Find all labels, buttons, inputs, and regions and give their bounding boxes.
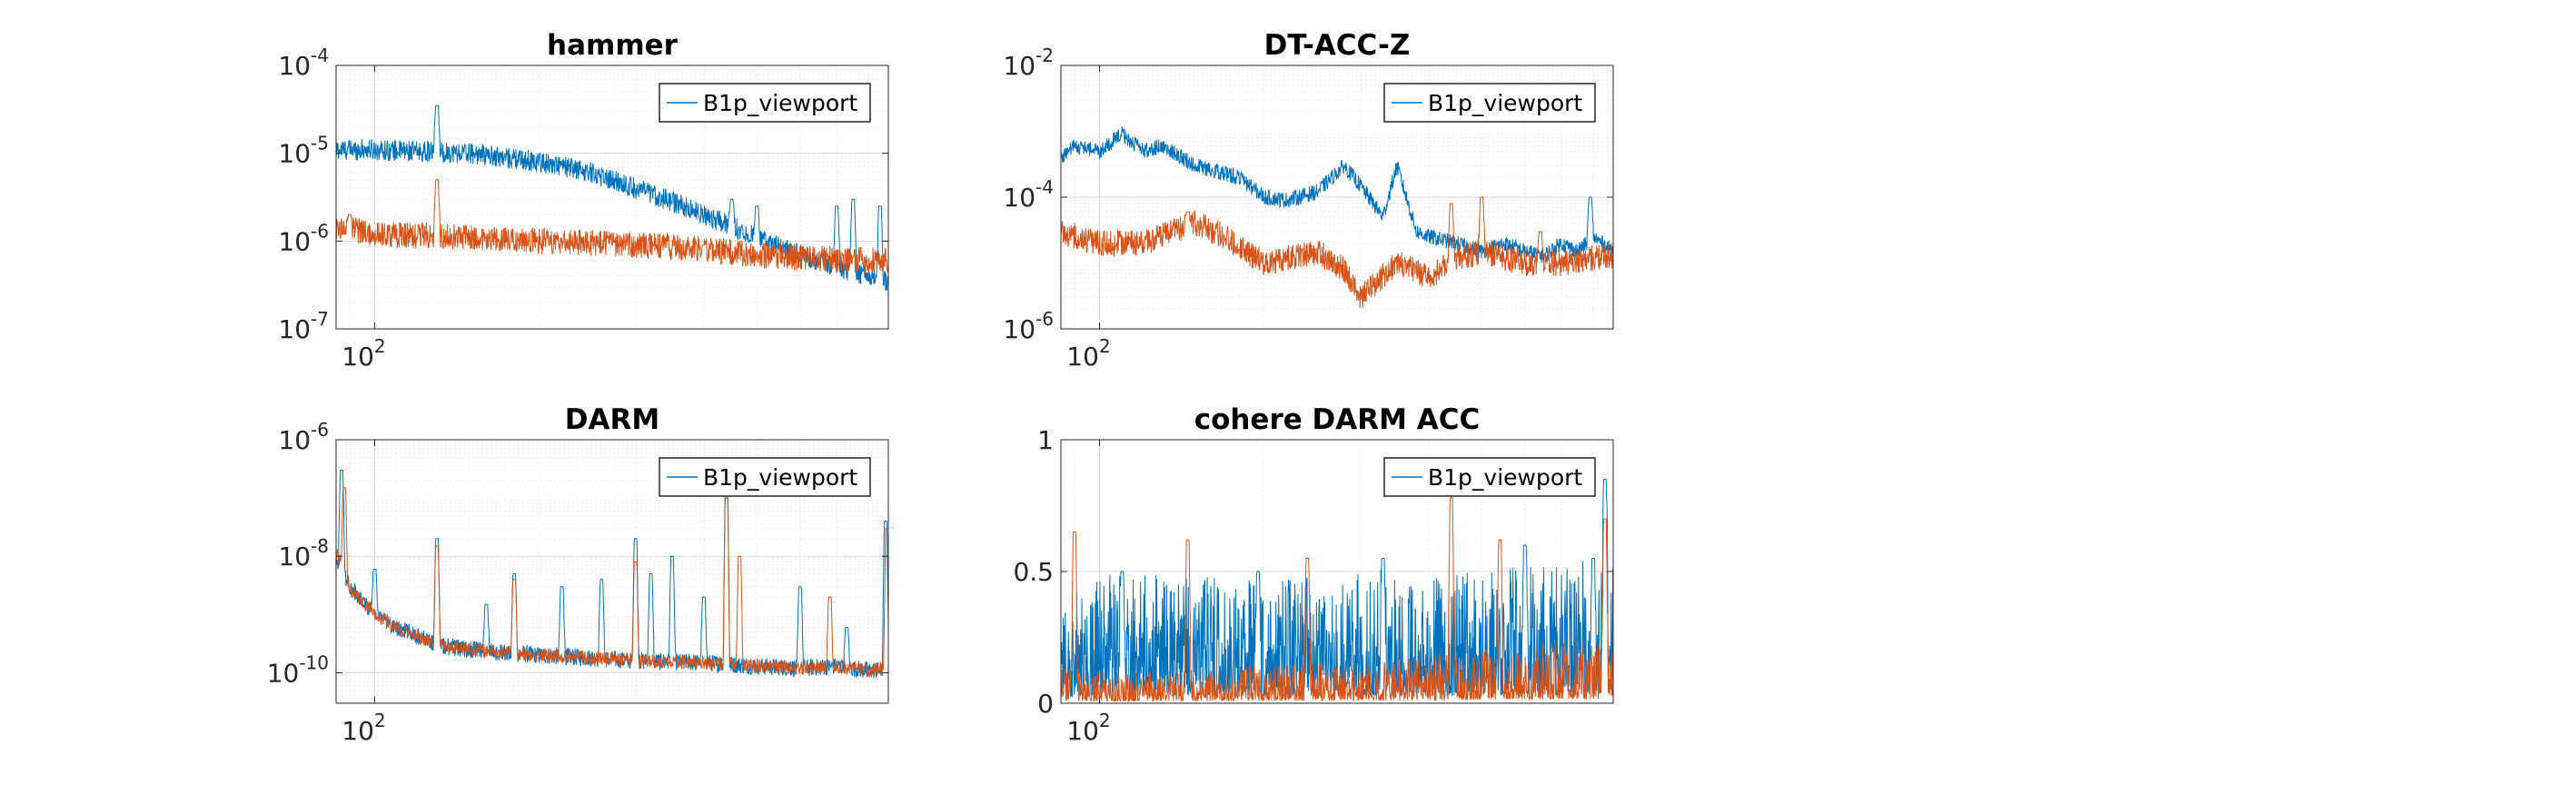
series-line-2 xyxy=(336,480,888,678)
y-tick-label: 10-2 xyxy=(1003,45,1054,81)
x-tick-label: 102 xyxy=(342,335,385,372)
y-tick-label: 10-8 xyxy=(278,535,329,571)
y-tick-label: 10-10 xyxy=(267,651,329,688)
legend-label: B1p_viewport xyxy=(1428,464,1582,491)
series-line-1 xyxy=(336,104,888,292)
x-tick-label: 102 xyxy=(1066,710,1110,746)
chart-darm: 10-10 10-8 10-6 102 DARM B1p_viewport xyxy=(267,403,889,746)
y-tick-label: 10-5 xyxy=(278,133,329,169)
y-tick-label: 0.5 xyxy=(1013,557,1054,587)
plot-area xyxy=(1061,479,1613,703)
series-line-1 xyxy=(1061,479,1613,698)
minor-grid xyxy=(336,440,888,704)
plot-area xyxy=(1061,126,1613,309)
chart-title: DARM xyxy=(565,403,659,436)
y-tick-label: 10-6 xyxy=(278,419,329,455)
legend: B1p_viewport xyxy=(1383,457,1596,497)
plot-area xyxy=(336,104,888,292)
legend: B1p_viewport xyxy=(1383,83,1596,123)
y-tick-label: 10-6 xyxy=(278,220,329,256)
series-line-2 xyxy=(336,179,888,274)
legend: B1p_viewport xyxy=(659,457,871,497)
series-line-2 xyxy=(1061,196,1613,309)
axes-box xyxy=(335,65,889,330)
x-tick-label: 102 xyxy=(342,710,385,746)
legend-label: B1p_viewport xyxy=(703,90,857,116)
chart-title: hammer xyxy=(547,29,679,62)
y-tick-label: 10-6 xyxy=(1003,308,1054,344)
x-tick-label: 102 xyxy=(1066,335,1110,372)
legend: B1p_viewport xyxy=(659,83,871,123)
legend-label: B1p_viewport xyxy=(703,464,857,491)
series-line-2 xyxy=(1061,497,1613,703)
chart-dtaccz: 10-6 10-4 10-2 102 DT-ACC-Z B1p_viewport xyxy=(1003,29,1614,372)
plot-area xyxy=(336,470,888,679)
series-line-1 xyxy=(1061,126,1613,263)
y-tick-label: 1 xyxy=(1037,425,1054,455)
chart-cohere: 0 0.5 1 102 cohere DARM ACC B1p_viewport xyxy=(1013,403,1614,746)
chart-title: cohere DARM ACC xyxy=(1194,403,1481,436)
y-tick-label: 10-7 xyxy=(278,308,329,344)
y-tick-label: 0 xyxy=(1037,689,1054,719)
y-tick-label: 10-4 xyxy=(1003,176,1054,213)
y-tick-label: 10-4 xyxy=(278,45,329,81)
chart-title: DT-ACC-Z xyxy=(1264,29,1411,62)
axes-box xyxy=(335,439,889,704)
chart-hammer: 10-7 10-6 10-5 10-4 102 hammer B1p_viewport xyxy=(278,29,889,372)
legend-label: B1p_viewport xyxy=(1428,90,1582,116)
